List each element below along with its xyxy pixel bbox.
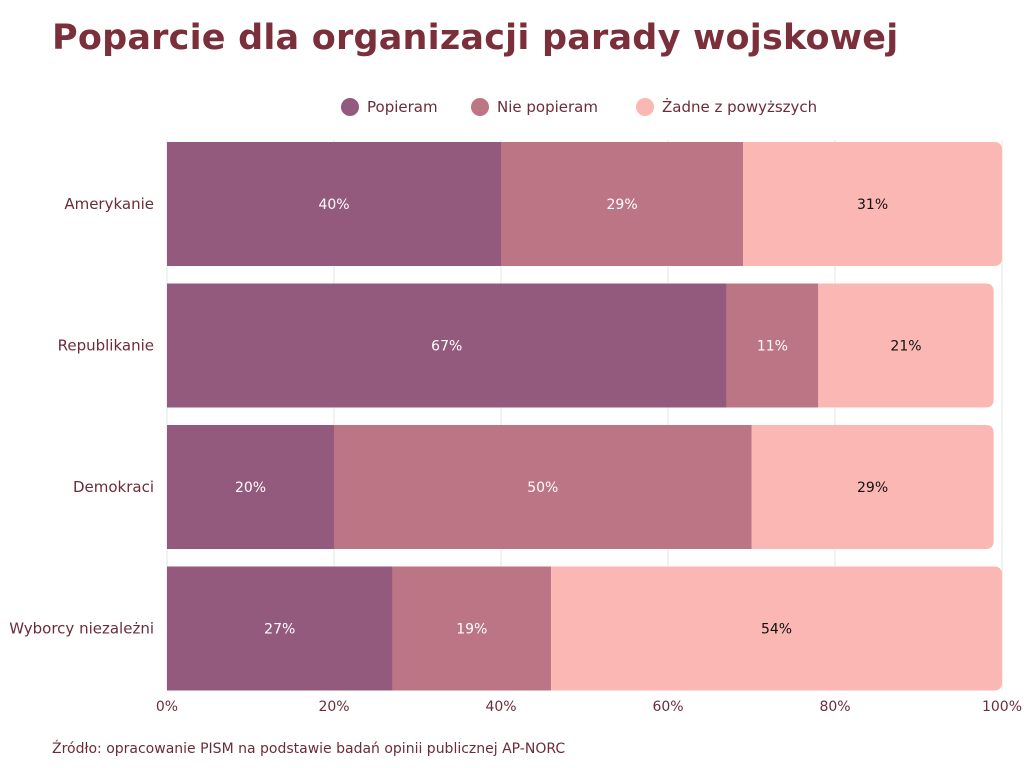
legend-label-zadne: Żadne z powyższych (662, 98, 818, 116)
legend-label-popieram: Popieram (367, 98, 438, 116)
bar-demokraci-series-1 (334, 425, 752, 549)
bar-amerykanie-series-2 (743, 142, 1002, 266)
legend: Popieram Nie popieram Żadne z powyższych (0, 98, 1024, 122)
bar-wyborcy-niezależni-series-2 (551, 566, 1002, 691)
data-label-republikanie-series-2: 21% (890, 339, 921, 355)
data-label-demokraci-series-0: 20% (235, 480, 266, 496)
chart-title: Poparcie dla organizacji parady wojskowe… (52, 18, 899, 58)
category-label-republikanie: Republikanie (58, 337, 154, 355)
category-label-amerykanie: Amerykanie (64, 195, 154, 213)
data-label-wyborcy-niezależni-series-2: 54% (761, 622, 792, 638)
data-label-wyborcy-niezależni-series-0: 27% (264, 622, 295, 638)
category-label-demokraci: Demokraci (73, 478, 154, 496)
x-tick-label-100: 100% (982, 699, 1022, 715)
legend-item-popieram: Popieram (341, 98, 438, 116)
data-label-amerykanie-series-2: 31% (857, 197, 888, 213)
bar-wyborcy-niezależni-series-0 (167, 566, 393, 691)
data-label-amerykanie-series-0: 40% (318, 197, 349, 213)
data-label-demokraci-series-1: 50% (527, 480, 558, 496)
x-tick-label-60: 60% (652, 699, 683, 715)
legend-item-zadne: Żadne z powyższych (636, 98, 817, 116)
data-label-amerykanie-series-1: 29% (607, 197, 638, 213)
bar-amerykanie-series-1 (501, 142, 744, 266)
bar-republikanie-series-1 (726, 283, 819, 408)
source-note: Źródło: opracowanie PISM na podstawie ba… (52, 741, 566, 757)
category-label-wyborcy-niezależni: Wyborcy niezależni (9, 620, 154, 638)
legend-item-nie-popieram: Nie popieram (471, 98, 598, 116)
data-label-wyborcy-niezależni-series-1: 19% (456, 622, 487, 638)
bar-wyborcy-niezależni-series-1 (392, 566, 552, 691)
bar-amerykanie-series-0 (167, 142, 501, 266)
data-label-republikanie-series-1: 11% (757, 339, 788, 355)
bar-demokraci-series-0 (167, 425, 334, 549)
x-tick-label-40: 40% (485, 699, 516, 715)
legend-swatch-popieram (341, 98, 359, 116)
legend-label-nie-popieram: Nie popieram (497, 98, 598, 116)
data-label-republikanie-series-0: 67% (431, 339, 462, 355)
x-tick-label-20: 20% (318, 699, 349, 715)
bar-demokraci-series-2 (751, 425, 994, 549)
legend-swatch-nie-popieram (471, 98, 489, 116)
bar-republikanie-series-2 (818, 283, 994, 408)
bar-republikanie-series-0 (167, 283, 727, 408)
legend-swatch-zadne (636, 98, 654, 116)
data-label-demokraci-series-2: 29% (857, 480, 888, 496)
x-tick-label-80: 80% (819, 699, 850, 715)
x-tick-label-0: 0% (156, 699, 178, 715)
